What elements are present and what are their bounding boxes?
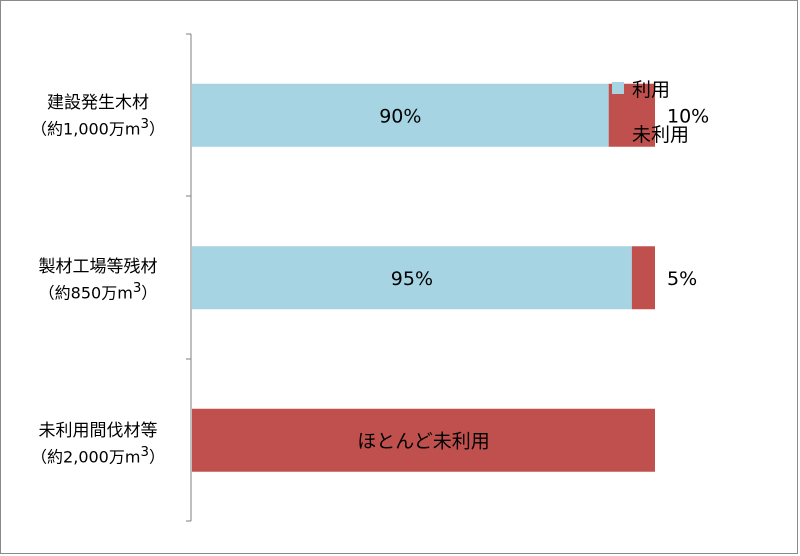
category-name: 製材工場等残材: [38, 257, 158, 277]
bars-group: 90% 10% 95% 5% ほとんど未利用: [192, 83, 709, 472]
legend-swatch-unused: [612, 127, 624, 139]
legend-item-used: 利用: [612, 76, 671, 101]
legend-label-used: 利用: [632, 78, 671, 101]
data-label-unused: 5%: [667, 268, 697, 290]
data-label-unused: 10%: [667, 105, 709, 127]
category-name: 建設発生木材: [47, 93, 149, 113]
bar-annotation: ほとんど未利用: [357, 430, 489, 452]
category-name: 未利用間伐材等: [38, 421, 158, 441]
category-volume: （約850万m3）: [38, 281, 158, 303]
legend-item-unused: 未利用: [612, 121, 690, 146]
legend-swatch-used: [612, 82, 624, 94]
bar-unused: [192, 408, 655, 472]
category-volume: （約1,000万m3）: [31, 117, 165, 139]
category-volume: （約2,000万m3）: [31, 445, 165, 467]
category-label: 建設発生木材 （約1,000万m3）: [8, 92, 188, 140]
category-label: 未利用間伐材等 （約2,000万m3）: [8, 420, 188, 468]
bar-used: [192, 83, 609, 147]
category-label: 製材工場等残材 （約850万m3）: [8, 256, 188, 304]
bar-used: [192, 246, 632, 310]
bar-unused: [631, 246, 655, 310]
data-label-used: 90%: [379, 105, 421, 127]
data-label-used: 95%: [391, 268, 433, 290]
legend-label-unused: 未利用: [632, 123, 690, 146]
